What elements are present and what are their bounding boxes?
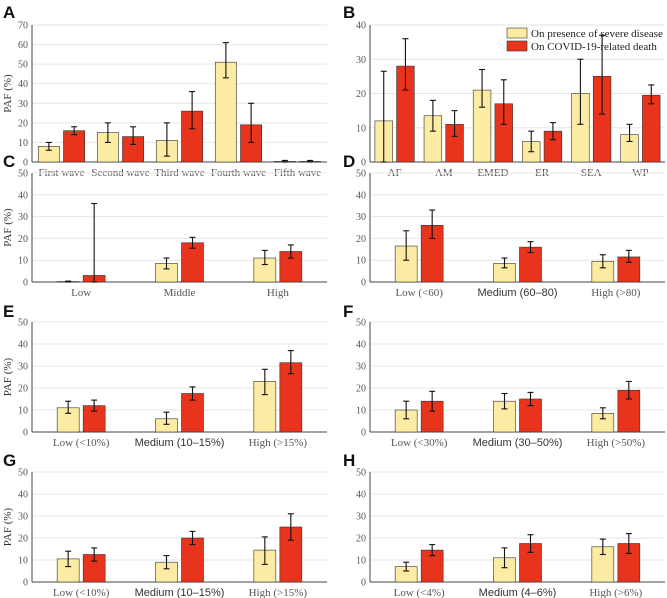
x-tick-label: Low (<10%) — [53, 587, 110, 598]
y-tick-label: 60 — [18, 40, 28, 51]
y-tick-label: 30 — [18, 99, 28, 110]
x-tick-label: Low (<10%) — [53, 437, 110, 449]
y-tick-label: 50 — [18, 468, 28, 479]
x-tick-label: High (>15%) — [249, 437, 308, 449]
y-tick-label: 40 — [18, 79, 28, 90]
y-tick-label: 0 — [23, 278, 28, 289]
panel-h: H 0 10 20 30 40 50 Low (<4%) Medium (4–6%) High (… — [343, 451, 665, 598]
y-tick-label: 30 — [356, 362, 366, 373]
y-tick-label: 0 — [361, 578, 366, 589]
panel-g: G 0 10 20 30 40 50 PAF (%) Low (<10%) Medium (10–… — [2, 451, 327, 598]
y-tick-label: 20 — [18, 234, 28, 245]
y-tick-label: 10 — [356, 123, 366, 134]
y-tick-label: 20 — [356, 384, 366, 395]
y-tick-label: 10 — [18, 138, 28, 149]
panel-letter: E — [3, 302, 14, 321]
y-tick-label: 30 — [356, 212, 366, 223]
y-tick-label: 50 — [356, 169, 366, 180]
panel-letter: G — [3, 451, 16, 470]
legend-swatch-severe — [506, 27, 528, 39]
panel-letter: A — [3, 3, 15, 22]
x-tick-label: High (>50%) — [587, 437, 646, 449]
panel-e: E 0 10 20 30 40 50 PAF (%) Low (<10%) Medium (10–… — [2, 302, 327, 449]
y-tick-label: 30 — [356, 512, 366, 523]
y-tick-label: 20 — [356, 89, 366, 100]
y-tick-label: 50 — [356, 468, 366, 479]
y-tick-label: 10 — [18, 556, 28, 567]
legend-swatch-death — [506, 40, 528, 52]
y-tick-label: 0 — [361, 278, 366, 289]
legend-label-death: On COVID-19-related death — [531, 41, 657, 53]
y-tick-label: 40 — [356, 21, 366, 32]
x-tick-label: High (>15%) — [249, 587, 308, 598]
panel-letter: C — [3, 152, 15, 171]
x-tick-label: Medium (60–80) — [477, 287, 557, 299]
panel-letter: F — [343, 302, 353, 321]
y-axis-label: PAF (%) — [2, 357, 14, 396]
y-tick-label: 20 — [356, 234, 366, 245]
panel-letter: H — [343, 451, 355, 470]
y-tick-label: 30 — [18, 512, 28, 523]
y-tick-label: 20 — [18, 534, 28, 545]
y-tick-label: 30 — [18, 362, 28, 373]
x-tick-label: Low — [71, 287, 91, 299]
y-tick-label: 40 — [18, 340, 28, 351]
x-tick-label: Medium (4–6%) — [479, 587, 557, 598]
y-tick-label: 10 — [18, 256, 28, 267]
y-tick-label: 0 — [361, 158, 366, 169]
x-tick-label: Low (<4%) — [394, 587, 445, 598]
x-tick-label: High — [267, 287, 290, 299]
y-tick-label: 50 — [18, 60, 28, 71]
y-tick-label: 30 — [356, 55, 366, 66]
y-tick-label: 20 — [18, 118, 28, 129]
y-tick-label: 40 — [18, 190, 28, 201]
y-tick-label: 70 — [18, 21, 28, 32]
panel-f: F 0 10 20 30 40 50 Low (<30%) Medium (30–50%) Hig… — [343, 302, 665, 449]
y-tick-label: 30 — [18, 212, 28, 223]
y-tick-label: 0 — [23, 158, 28, 169]
y-tick-label: 10 — [356, 256, 366, 267]
x-tick-label: High (>6%) — [589, 587, 642, 598]
x-tick-label: Medium (30–50%) — [473, 437, 563, 449]
y-tick-label: 0 — [361, 428, 366, 439]
y-tick-label: 40 — [356, 490, 366, 501]
x-tick-label: Middle — [164, 287, 196, 299]
y-tick-label: 10 — [356, 406, 366, 417]
x-tick-label: High (>80) — [591, 287, 641, 299]
y-tick-label: 20 — [356, 534, 366, 545]
y-axis-label: PAF (%) — [2, 208, 14, 247]
y-tick-label: 40 — [356, 340, 366, 351]
legend-label-severe: On presence of severe disease — [531, 28, 663, 40]
y-tick-label: 40 — [356, 190, 366, 201]
x-tick-label: Medium (10–15%) — [135, 437, 225, 449]
panel-letter: D — [343, 152, 355, 171]
y-tick-label: 40 — [18, 490, 28, 501]
y-tick-label: 10 — [18, 406, 28, 417]
bar-death — [642, 94, 661, 163]
x-tick-label: Low (<60) — [395, 287, 443, 299]
y-tick-label: 20 — [18, 384, 28, 395]
panel-letter: B — [343, 3, 355, 22]
y-tick-label: 50 — [356, 318, 366, 329]
x-tick-label: Medium (10–15%) — [135, 587, 225, 598]
x-tick-label: Low (<30%) — [391, 437, 448, 449]
y-tick-label: 50 — [18, 318, 28, 329]
y-axis-label: PAF (%) — [2, 74, 14, 113]
y-tick-label: 0 — [23, 428, 28, 439]
y-tick-label: 10 — [356, 556, 366, 567]
y-tick-label: 50 — [18, 169, 28, 180]
y-tick-label: 0 — [23, 578, 28, 589]
bar-death — [63, 130, 86, 163]
y-axis-label: PAF (%) — [2, 507, 14, 546]
